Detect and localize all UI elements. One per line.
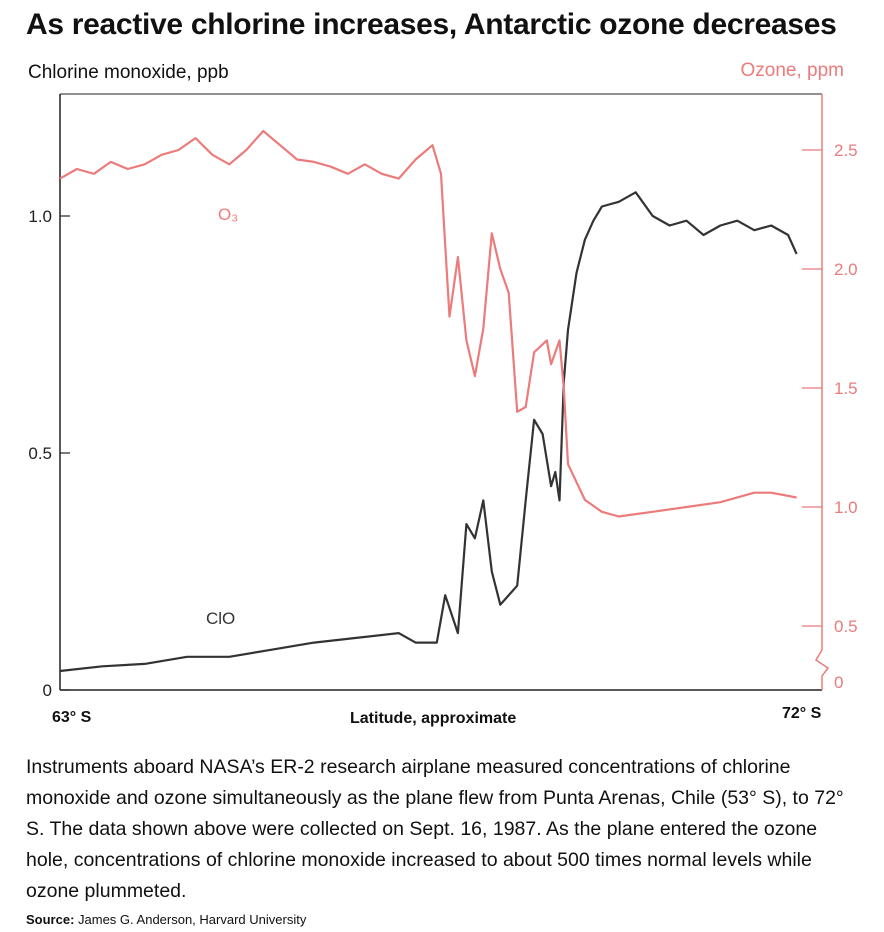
x-tick-label-0: 63° S xyxy=(52,709,92,726)
left-tick-label-0: 0 xyxy=(43,681,52,700)
left-axis-label: Chlorine monoxide, ppb xyxy=(28,62,229,83)
right-tick-label-5: 2.5 xyxy=(834,141,858,160)
right-axis-break xyxy=(814,649,830,690)
right-axis-label: Ozone, ppm xyxy=(740,60,845,81)
x-tick-label-1: 72° S xyxy=(782,705,822,722)
chart-title: As reactive chlorine increases, Antarcti… xyxy=(26,8,837,41)
source-label: Source: xyxy=(26,912,75,927)
clo-annotation: ClO xyxy=(206,609,235,628)
right-tick-label-3: 1.5 xyxy=(834,379,858,398)
left-tick-label-2: 1.0 xyxy=(28,207,52,226)
left-tick-label-1: 0.5 xyxy=(28,444,52,463)
right-tick-label-1: 0.5 xyxy=(834,617,858,636)
chart-plot: 0 0.5 1.0 0 0.5 1.0 1.5 2.0 2.5 63° S 72° S O₃ ClO xyxy=(28,93,858,726)
series-line-clo xyxy=(59,191,798,673)
source-line: Source: James G. Anderson, Harvard Unive… xyxy=(26,912,306,927)
source-text: James G. Anderson, Harvard University xyxy=(74,912,307,927)
caption: Instruments aboard NASA’s ER-2 research … xyxy=(26,756,844,902)
series-line-o3 xyxy=(59,129,797,518)
right-tick-label-4: 2.0 xyxy=(834,260,858,279)
x-axis-label: Latitude, approximate xyxy=(350,710,517,727)
right-tick-label-0: 0 xyxy=(834,673,843,692)
right-tick-label-2: 1.0 xyxy=(834,498,858,517)
o3-annotation: O₃ xyxy=(218,205,238,224)
